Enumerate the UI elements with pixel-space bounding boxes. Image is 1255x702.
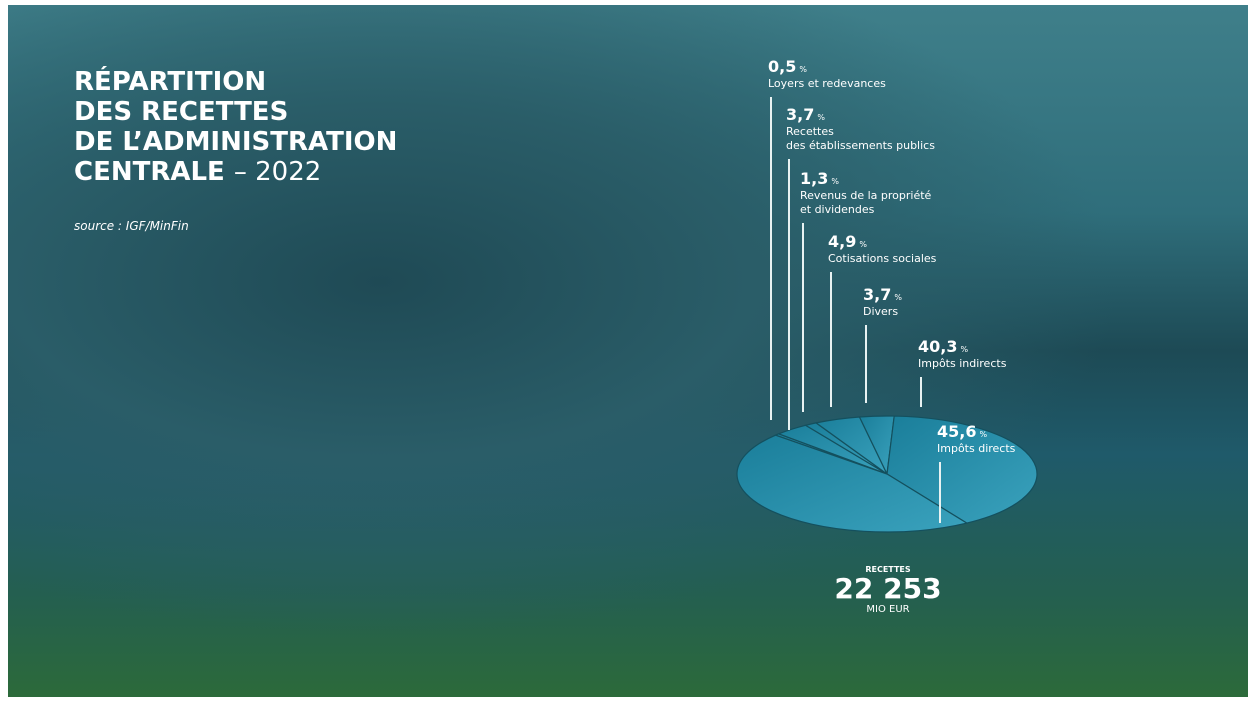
- title-line: CENTRALE: [74, 157, 225, 187]
- leader-line: [788, 159, 790, 430]
- title-line: DES RECETTES: [74, 97, 397, 127]
- category-label: Impôts indirects: [918, 357, 1006, 371]
- leader-line: [770, 97, 772, 420]
- value-unit: %: [799, 65, 807, 74]
- value-label: 0,5: [768, 57, 796, 76]
- leader-line: [865, 325, 867, 403]
- category-label: Revenus de la propriété et dividendes: [800, 189, 931, 217]
- total-value: 22 253: [788, 574, 988, 604]
- leader-line: [920, 377, 922, 407]
- value-label: 40,3: [918, 337, 957, 356]
- value-label: 3,7: [786, 105, 814, 124]
- value-unit: %: [960, 345, 968, 354]
- value-unit: %: [894, 293, 902, 302]
- leader-line: [830, 272, 832, 407]
- value-label: 45,6: [937, 422, 976, 441]
- category-label: Impôts directs: [937, 442, 1015, 456]
- value-label: 4,9: [828, 232, 856, 251]
- category-label: Divers: [863, 305, 902, 319]
- value-unit: %: [817, 113, 825, 122]
- category-label: Recettes des établissements publics: [786, 125, 935, 153]
- value-label: 1,3: [800, 169, 828, 188]
- value-unit: %: [831, 177, 839, 186]
- page: RÉPARTITION DES RECETTES DE L’ADMINISTRA…: [0, 0, 1255, 702]
- slice-label: 0,5% Loyers et redevances: [768, 60, 886, 91]
- total-unit: MIO EUR: [788, 604, 988, 615]
- category-label: Loyers et redevances: [768, 77, 886, 91]
- total: RECETTES 22 253 MIO EUR: [788, 565, 988, 615]
- source: source : IGF/MinFin: [74, 219, 189, 233]
- title-line: RÉPARTITION: [74, 67, 397, 97]
- slice-label: 45,6% Impôts directs: [937, 425, 1015, 456]
- value-unit: %: [979, 430, 987, 439]
- value-label: 3,7: [863, 285, 891, 304]
- leader-line: [939, 462, 941, 523]
- chart-title: RÉPARTITION DES RECETTES DE L’ADMINISTRA…: [74, 67, 397, 187]
- slice-label: 1,3% Revenus de la propriété et dividende…: [800, 172, 931, 217]
- category-label: Cotisations sociales: [828, 252, 936, 266]
- slice-label: 40,3% Impôts indirects: [918, 340, 1006, 371]
- value-unit: %: [859, 240, 867, 249]
- slice-label: 4,9% Cotisations sociales: [828, 235, 936, 266]
- leader-line: [802, 223, 804, 412]
- infographic: RÉPARTITION DES RECETTES DE L’ADMINISTRA…: [8, 5, 1248, 697]
- slice-label: 3,7% Divers: [863, 288, 902, 319]
- slice-label: 3,7% Recettes des établissements publics: [786, 108, 935, 153]
- year: – 2022: [234, 157, 321, 187]
- title-line: DE L’ADMINISTRATION: [74, 127, 397, 157]
